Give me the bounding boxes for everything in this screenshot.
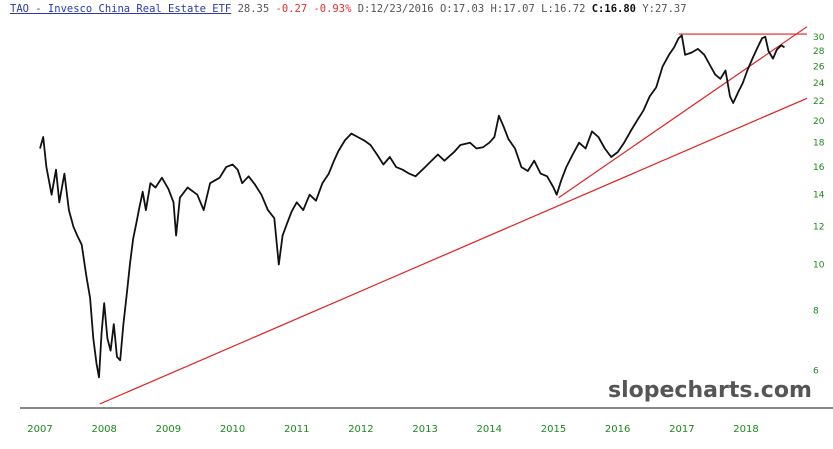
price-change: -0.27 — [275, 3, 308, 15]
last-price: 28.35 — [237, 3, 270, 15]
trendline-2[interactable] — [558, 26, 808, 199]
watermark-logo: slopecharts.com — [608, 378, 812, 403]
y-tick-label: 30 — [813, 33, 825, 43]
price-series-line-0 — [39, 34, 785, 379]
y-tick-label: 8 — [813, 307, 819, 317]
x-tick-label: 2018 — [733, 424, 758, 435]
y-value: 27.37 — [654, 3, 687, 15]
close-label: C: — [591, 3, 605, 15]
trendline-1[interactable] — [99, 97, 808, 405]
x-tick-label: 2010 — [220, 424, 245, 435]
x-tick-label: 2013 — [412, 424, 437, 435]
y-tick-label: 18 — [813, 139, 825, 149]
y-label: Y: — [642, 3, 655, 15]
series-layer — [39, 34, 785, 379]
x-tick-label: 2008 — [91, 424, 116, 435]
y-tick-label: 22 — [813, 97, 824, 107]
x-tick-label: 2016 — [605, 424, 630, 435]
y-tick-label: 6 — [813, 366, 819, 376]
chart-header: TAO - Invesco China Real Estate ETF 28.3… — [10, 3, 687, 15]
open-label: O: — [439, 3, 453, 15]
y-tick-label: 28 — [813, 47, 825, 57]
y-tick-label: 16 — [813, 163, 825, 173]
x-tick-label: 2009 — [156, 424, 181, 435]
low-label: L: — [541, 3, 554, 15]
open-value: 17.03 — [452, 3, 485, 15]
x-tick-label: 2015 — [541, 424, 566, 435]
y-tick-label: 10 — [813, 260, 825, 270]
y-tick-label: 20 — [813, 117, 825, 127]
x-tick-label: 2007 — [27, 424, 52, 435]
x-tick-label: 2012 — [348, 424, 373, 435]
x-axis: 2007 2008 2009 2010 2011 2012 2013 2014 2015 2016… — [27, 424, 758, 435]
x-tick-label: 2014 — [477, 424, 502, 435]
y-tick-label: 12 — [813, 223, 824, 233]
x-tick-label: 2017 — [669, 424, 694, 435]
y-tick-label: 26 — [813, 62, 825, 72]
y-tick-label: 14 — [813, 191, 825, 201]
date-value: 12/23/2016 — [370, 3, 434, 15]
price-change-pct: -0.93% — [313, 3, 352, 15]
high-value: 17.07 — [503, 3, 535, 15]
y-axis: 6 8 10 12 14 16 18 20 22 24 26 28 30 — [813, 33, 825, 377]
low-value: 16.72 — [553, 3, 586, 15]
high-label: H: — [490, 3, 504, 15]
close-value: 16.80 — [604, 3, 636, 15]
ticker-title-link[interactable]: TAO - Invesco China Real Estate ETF — [10, 3, 232, 15]
y-tick-label: 24 — [813, 79, 825, 89]
trendline-layer — [99, 26, 808, 405]
x-tick-label: 2011 — [284, 424, 309, 435]
date-label: D: — [357, 3, 371, 15]
